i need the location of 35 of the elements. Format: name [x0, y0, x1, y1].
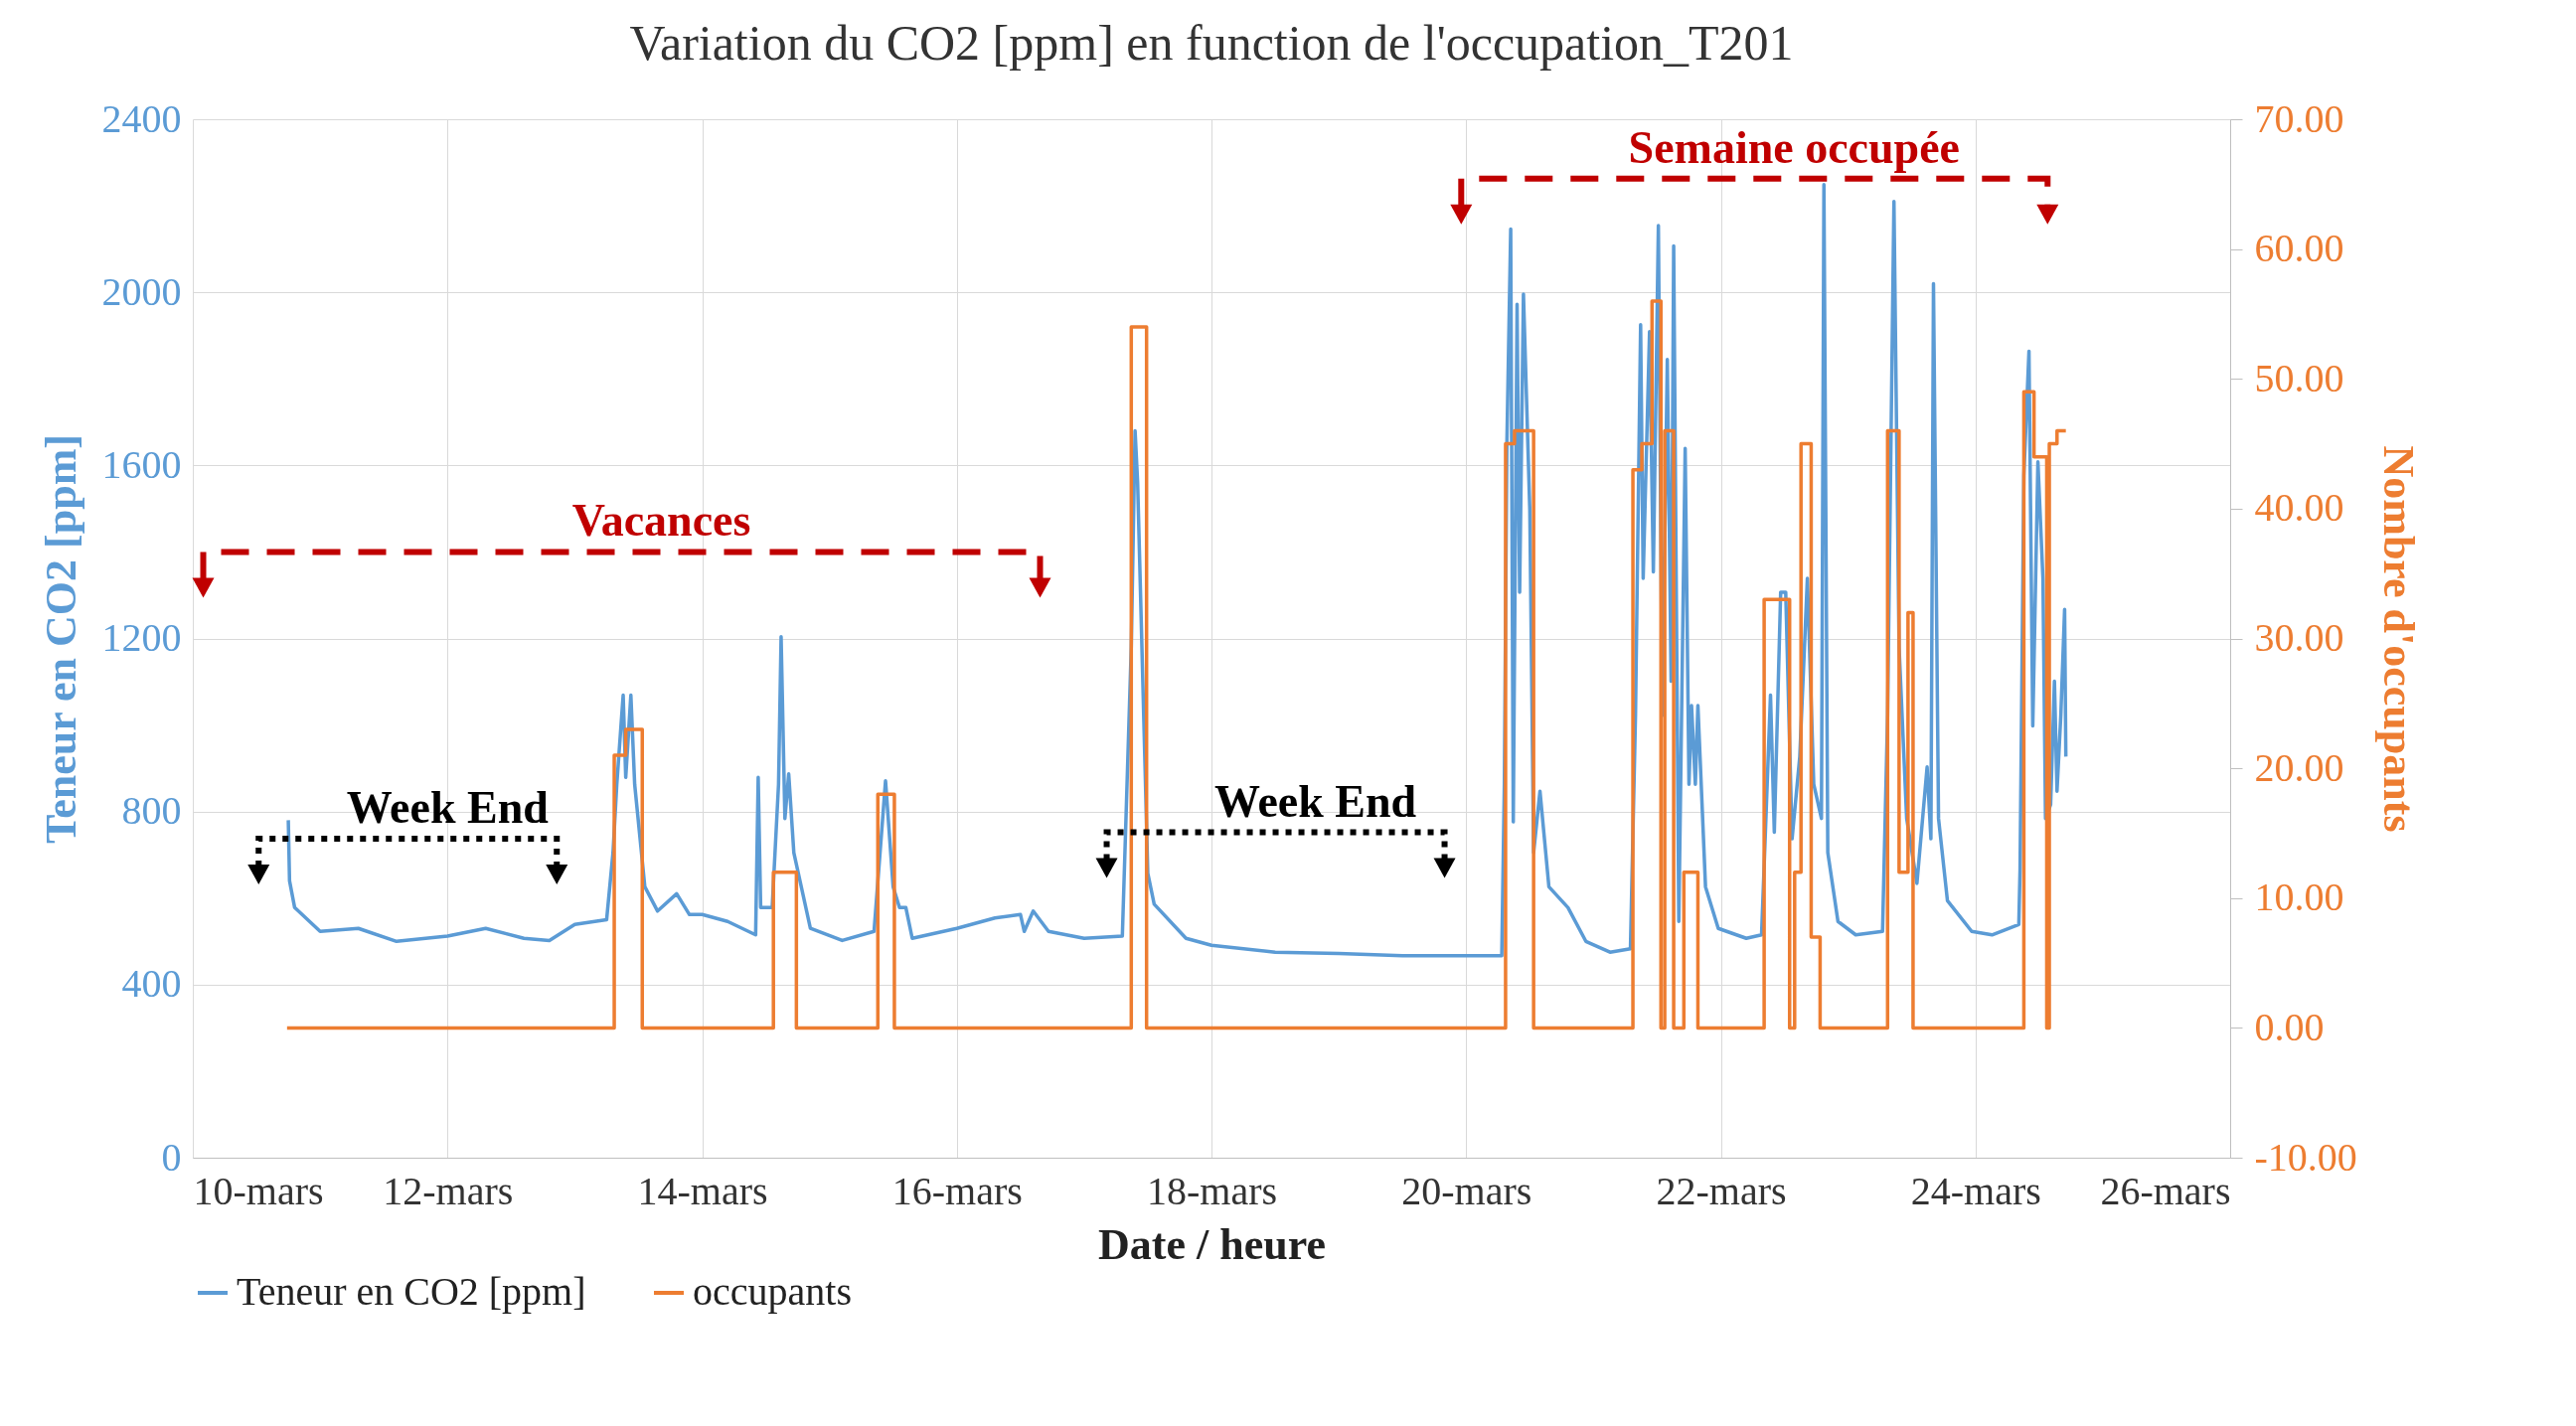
- annotation: Semaine occupée: [1628, 121, 1961, 173]
- y-tick-label: 800: [121, 788, 182, 834]
- y-axis-title: Teneur en CO2 [ppm]: [36, 434, 85, 844]
- chart-title: Variation du CO2 [ppm] en function de l'occupation_T201: [629, 15, 1794, 71]
- y2-tick-label: 10.00: [2254, 874, 2344, 920]
- x-tick-label: 18-mars: [1146, 1168, 1278, 1213]
- y-tick-label: 0: [161, 1134, 182, 1180]
- y2-axis-title: Nombre d'occupants: [2373, 445, 2423, 833]
- x-tick-label: 14-mars: [637, 1168, 768, 1213]
- y-tick-label: 1200: [101, 615, 182, 660]
- y2-tick-label: 50.00: [2254, 355, 2344, 400]
- y2-tick-label: 60.00: [2254, 226, 2344, 271]
- x-tick-label: 16-mars: [891, 1168, 1023, 1213]
- y2-tick-label: 30.00: [2254, 615, 2344, 660]
- y2-tick-label: 40.00: [2254, 485, 2344, 531]
- y-tick-label: 2400: [101, 95, 182, 141]
- y2-tick-label: 0.00: [2254, 1004, 2325, 1049]
- y-tick-label: 2000: [101, 268, 182, 314]
- x-tick-label: 12-mars: [383, 1168, 514, 1213]
- annotation: Vacances: [571, 495, 751, 547]
- x-tick-label: 10-mars: [193, 1168, 324, 1213]
- legend-label: Teneur en CO2 [ppm]: [237, 1269, 586, 1314]
- y2-tick-label: -10.00: [2254, 1134, 2357, 1180]
- y2-tick-label: 20.00: [2254, 744, 2344, 790]
- x-tick-label: 20-mars: [1401, 1168, 1532, 1213]
- x-axis-title: Date / heure: [1098, 1219, 1326, 1269]
- x-tick-label: 22-mars: [1656, 1168, 1787, 1213]
- legend-label: occupants: [693, 1269, 852, 1314]
- y2-tick-label: 70.00: [2254, 95, 2344, 141]
- x-tick-label: 24-mars: [1910, 1168, 2041, 1213]
- annotation: Week End: [1213, 775, 1417, 827]
- annotation: Week End: [346, 781, 550, 833]
- y-tick-label: 1600: [101, 441, 182, 487]
- x-tick-label: 26-mars: [2100, 1168, 2231, 1213]
- y-tick-label: 400: [121, 961, 182, 1007]
